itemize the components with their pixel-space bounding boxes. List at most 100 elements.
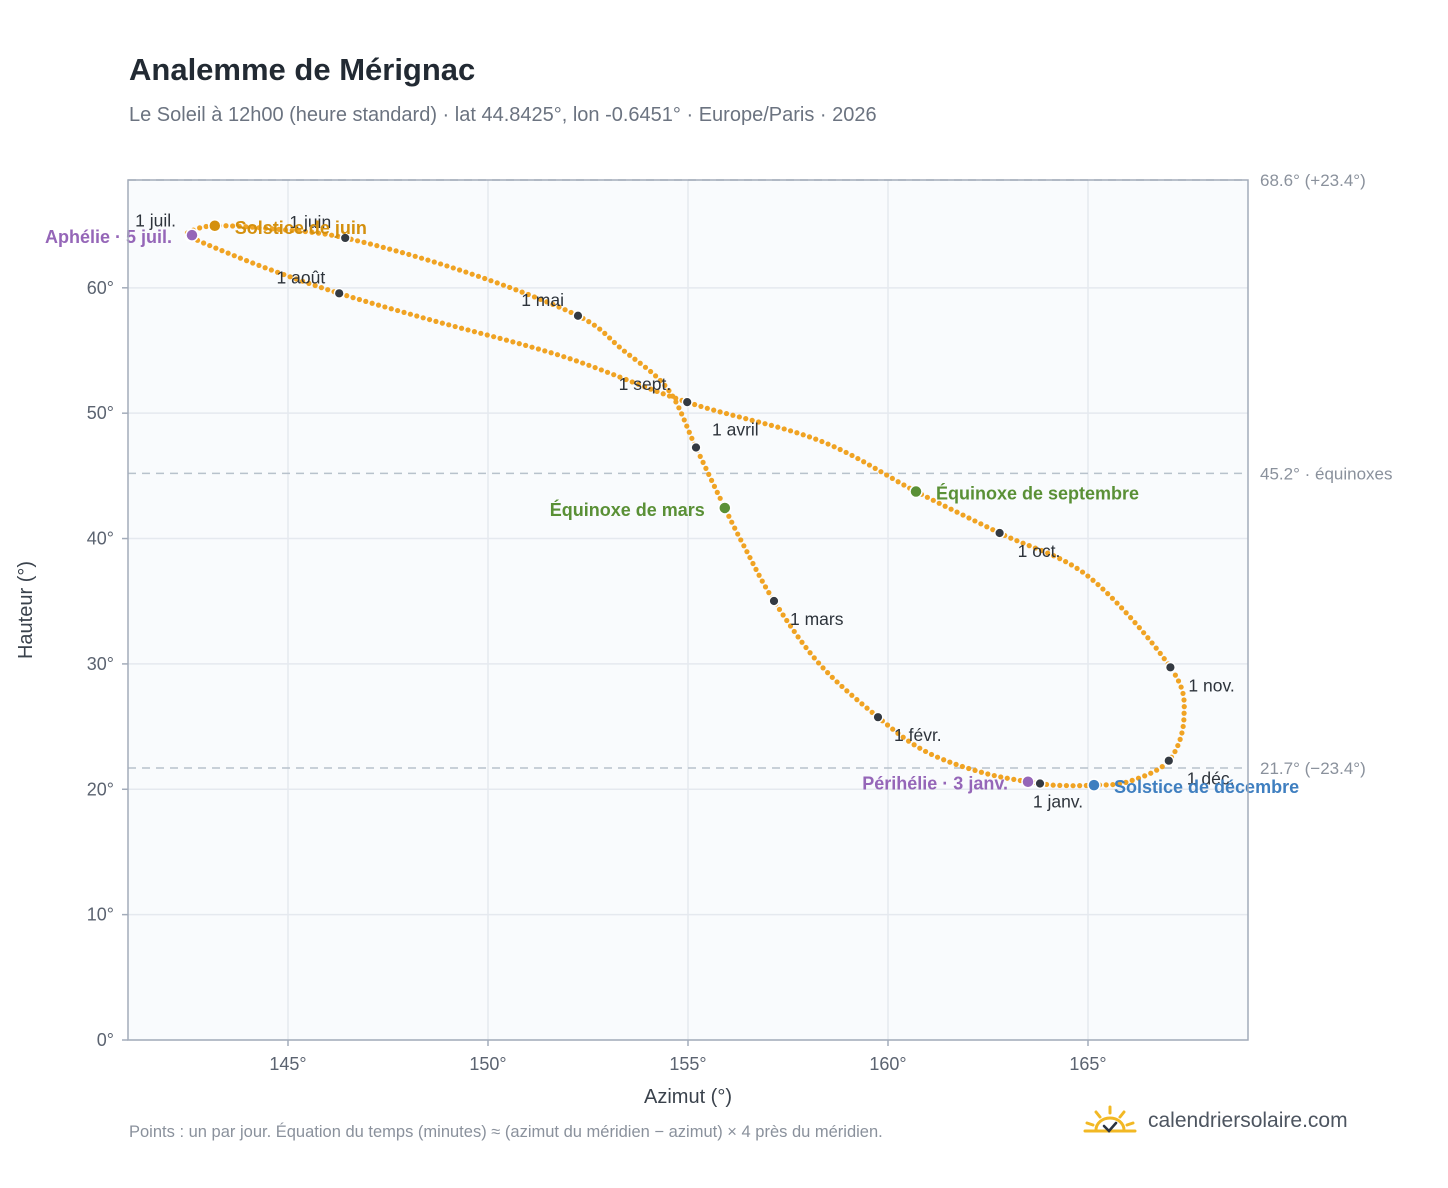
daily-point — [1180, 723, 1186, 730]
daily-point — [1145, 635, 1151, 641]
daily-point — [1181, 717, 1187, 723]
daily-point — [237, 255, 243, 261]
daily-point — [463, 269, 469, 275]
daily-point — [1178, 684, 1184, 690]
daily-point — [306, 280, 312, 286]
daily-point — [1050, 782, 1056, 788]
y-tick-label: 30° — [87, 654, 114, 674]
daily-point — [382, 304, 388, 310]
daily-point — [834, 679, 840, 685]
daily-point — [660, 391, 666, 397]
daily-point — [872, 465, 878, 471]
daily-point — [866, 462, 873, 468]
daily-point — [243, 224, 249, 230]
month-marker-label: 1 nov. — [1188, 675, 1234, 695]
daily-point — [930, 497, 936, 503]
reference-line-label: 68.6° (+23.4°) — [1260, 171, 1366, 190]
daily-point — [648, 386, 654, 392]
daily-point — [412, 253, 418, 259]
daily-point — [500, 282, 507, 288]
event-marker-label: Solstice de décembre — [1114, 777, 1299, 797]
daily-point — [889, 475, 895, 482]
daily-point — [648, 368, 654, 375]
daily-point — [1181, 704, 1187, 710]
daily-point — [592, 364, 598, 371]
daily-point — [714, 489, 720, 495]
daily-point — [991, 772, 997, 779]
month-marker-dot — [1164, 661, 1176, 673]
daily-point — [831, 444, 837, 450]
daily-point — [756, 572, 762, 578]
daily-point — [766, 590, 772, 596]
month-marker-label: 1 avril — [712, 420, 759, 440]
daily-point — [1004, 775, 1010, 781]
daily-point — [1116, 781, 1123, 787]
month-marker-dot — [872, 711, 884, 723]
daily-point — [554, 352, 561, 358]
month-markers: 1 janv. 1 févr. 1 mars 1 avril 1 mai 1 juin 1 … — [135, 210, 1235, 811]
daily-point — [550, 301, 556, 308]
daily-point — [895, 730, 901, 736]
daily-point — [775, 424, 781, 430]
daily-point — [289, 227, 295, 233]
daily-point — [1008, 535, 1014, 541]
daily-point — [567, 356, 573, 362]
daily-point — [1136, 625, 1142, 631]
daily-point — [829, 674, 835, 680]
daily-point — [1148, 770, 1154, 776]
daily-point — [616, 344, 622, 350]
daily-point — [662, 382, 668, 389]
daily-point — [375, 302, 382, 308]
month-marker-dot — [768, 595, 780, 607]
daily-point — [884, 722, 891, 728]
daily-point — [905, 738, 912, 744]
daily-point — [849, 452, 855, 459]
daily-point — [1077, 783, 1083, 789]
month-marker-dot — [572, 310, 584, 322]
daily-point — [966, 515, 972, 521]
daily-point — [1135, 775, 1142, 781]
daily-point — [510, 339, 516, 345]
daily-point — [1110, 781, 1116, 788]
daily-point — [354, 238, 361, 244]
daily-point — [399, 250, 406, 256]
event-marker-dot — [909, 484, 923, 499]
daily-point — [281, 271, 287, 278]
daily-point — [998, 774, 1004, 780]
daily-point — [729, 519, 735, 525]
daily-point — [768, 422, 775, 428]
month-marker-label: 1 déc. — [1187, 769, 1235, 789]
month-marker-dot — [339, 232, 351, 244]
month-marker-label: 1 mai — [521, 290, 564, 310]
daily-point — [666, 388, 672, 394]
y-tick-label: 0° — [97, 1030, 114, 1050]
daily-point — [503, 337, 510, 343]
daily-point — [213, 245, 219, 251]
daily-point — [948, 506, 954, 512]
x-tick-label: 165° — [1069, 1054, 1106, 1074]
month-marker-label: 1 janv. — [1033, 792, 1083, 812]
daily-point — [854, 697, 860, 703]
daily-point — [747, 554, 753, 561]
daily-point — [684, 423, 690, 429]
daily-point — [525, 291, 531, 298]
daily-point — [859, 701, 865, 707]
month-marker-label: 1 août — [277, 267, 326, 287]
daily-point — [325, 287, 331, 293]
brand[interactable]: calendriersolaire.com — [1082, 1104, 1348, 1138]
daily-point — [591, 322, 597, 328]
daily-point — [1172, 748, 1178, 755]
daily-point — [523, 342, 529, 348]
daily-point — [231, 253, 237, 259]
event-marker-dot — [185, 228, 199, 242]
daily-point — [784, 617, 790, 624]
daily-point — [954, 509, 960, 515]
daily-point — [666, 393, 673, 399]
daily-point — [730, 412, 736, 418]
daily-point — [617, 374, 623, 380]
event-marker-label: Périhélie · 3 janv. — [862, 774, 1008, 794]
daily-point — [825, 670, 831, 676]
daily-point — [452, 323, 458, 330]
month-marker-label: 1 sept. — [619, 374, 672, 394]
daily-point — [236, 223, 242, 229]
